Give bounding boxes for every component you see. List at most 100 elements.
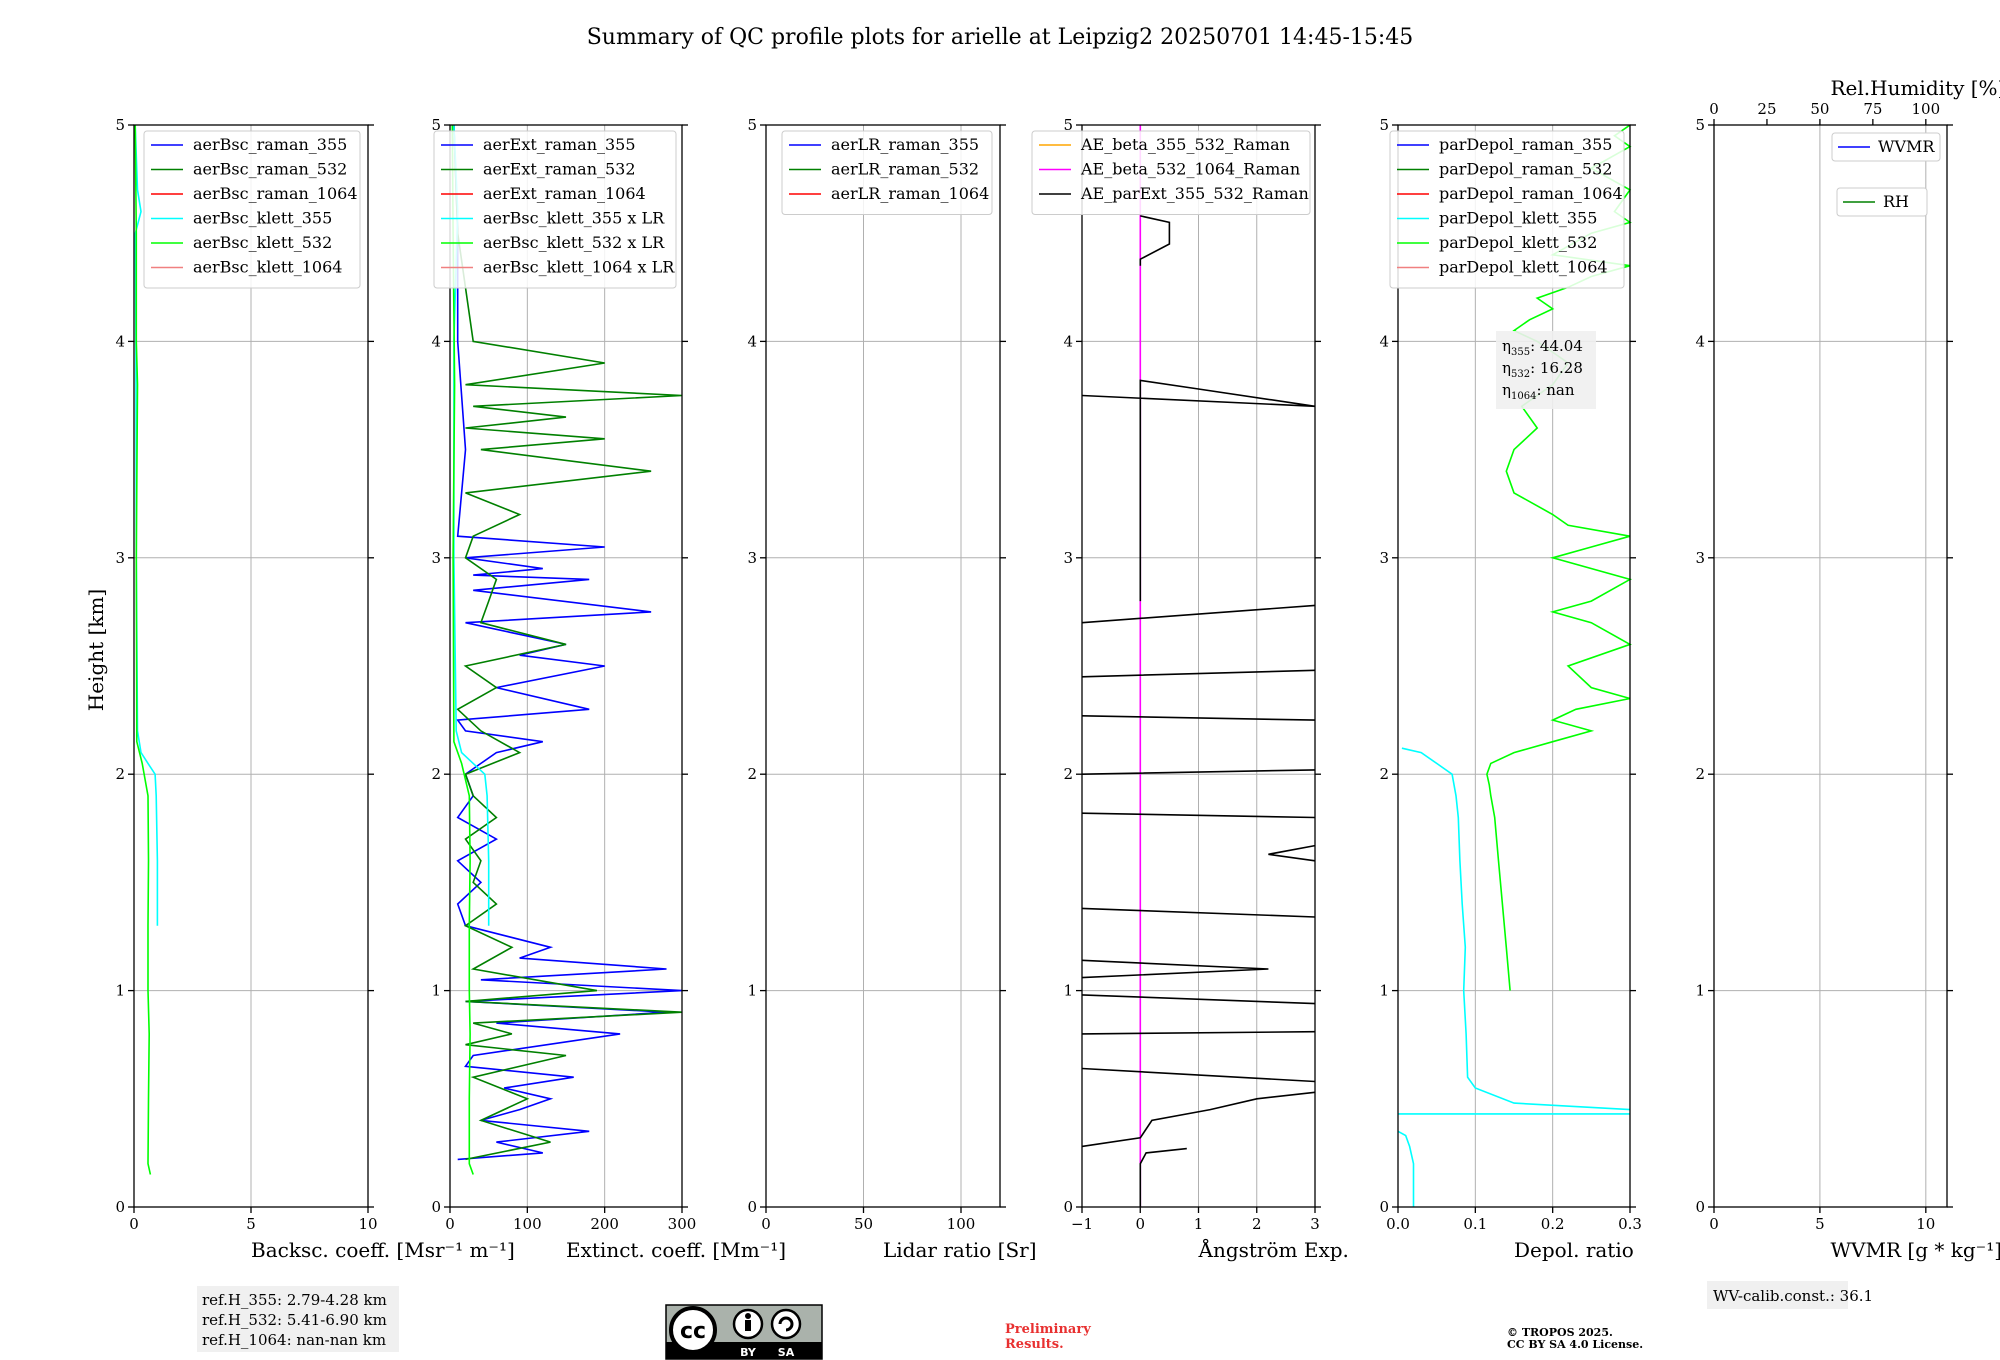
- x-tick-label: 300: [668, 1215, 697, 1233]
- ref-height-box: ref.H_355: 2.79-4.28 km ref.H_532: 5.41-…: [197, 1286, 399, 1352]
- x-tick-label: 200: [590, 1215, 619, 1233]
- wv-calib-bg: [1707, 1281, 1848, 1309]
- x-tick-label: 100: [947, 1215, 976, 1233]
- y-tick-label: 1: [1379, 982, 1389, 1000]
- wv-calib-text: WV-calib.const.: 36.1: [1713, 1287, 1873, 1305]
- series-line-aerExt_raman_532: [453, 124, 683, 1161]
- legend: AE_beta_355_532_Raman AE_beta_532_1064_Ra…: [1031, 130, 1311, 215]
- legend: parDepol_raman_355 parDepol_raman_532 parD…: [1389, 130, 1625, 289]
- top-tick-label: 75: [1863, 100, 1882, 118]
- legend: WVMR RH: [1831, 132, 1941, 217]
- series-line-aerBsc_klett_532: [134, 124, 152, 1175]
- legend-box: [1031, 130, 1311, 215]
- legend-label: aerBsc_klett_532: [193, 233, 332, 252]
- legend-label: AE_beta_532_1064_Raman: [1080, 160, 1300, 179]
- top-tick-label: 100: [1911, 100, 1940, 118]
- x-tick-label: 0.3: [1618, 1215, 1642, 1233]
- eta-box-bg: [1496, 331, 1596, 409]
- x-tick-label: 0: [1135, 1215, 1145, 1233]
- y-tick-label: 3: [1063, 549, 1073, 567]
- series-line-aerBsc_klett_532 x LR: [451, 124, 474, 1175]
- eta-355: η355: 44.04: [1502, 337, 1583, 358]
- y-tick-label: 0: [1063, 1198, 1073, 1216]
- legend-label: aerBsc_raman_355: [193, 135, 347, 154]
- legend-label: aerBsc_klett_1064 x LR: [483, 258, 675, 277]
- series-line-aerBsc_klett_355 x LR: [453, 124, 490, 926]
- y-tick-label: 2: [747, 765, 757, 783]
- legend-label: aerExt_raman_1064: [483, 184, 646, 203]
- x-tick-label: 0: [761, 1215, 771, 1233]
- x-tick-label: 0.2: [1541, 1215, 1565, 1233]
- plot-frame: [449, 124, 683, 1208]
- legend-label: AE_beta_355_532_Raman: [1080, 135, 1290, 154]
- legend-label: aerBsc_raman_532: [193, 160, 347, 179]
- top-axis-label: Rel.Humidity [%]: [1831, 76, 2000, 100]
- y-tick-label: 3: [1695, 549, 1705, 567]
- legend-label: WVMR: [1878, 137, 1935, 156]
- legend-label: parDepol_klett_355: [1439, 209, 1597, 228]
- legend-label: parDepol_raman_355: [1439, 135, 1612, 154]
- ref-height-bg: [197, 1286, 399, 1352]
- y-tick-label: 5: [115, 116, 125, 134]
- y-tick-label: 3: [115, 549, 125, 567]
- x-tick-label: 0: [445, 1215, 455, 1233]
- y-tick-label: 4: [431, 332, 441, 350]
- y-tick-label: 2: [1695, 765, 1705, 783]
- y-tick-label: 3: [747, 549, 757, 567]
- legend-box: [1831, 132, 1941, 162]
- sa-icon: [770, 1308, 802, 1340]
- y-tick-label: 0: [431, 1198, 441, 1216]
- by-icon-body: [745, 1320, 751, 1331]
- x-axis-label: Lidar ratio [Sr]: [883, 1238, 1037, 1262]
- wv-calib-box: WV-calib.const.: 36.1: [1707, 1281, 1873, 1309]
- figure-title: Summary of QC profile plots for arielle …: [587, 25, 1414, 50]
- y-tick-label: 4: [115, 332, 125, 350]
- y-tick-label: 4: [747, 332, 757, 350]
- y-tick-label: 4: [1379, 332, 1389, 350]
- x-axis-label: Backsc. coeff. [Msr⁻¹ m⁻¹]: [251, 1238, 515, 1262]
- series-line-AE_parExt_355_532_Raman: [1081, 215, 1316, 1207]
- y-tick-label: 0: [747, 1198, 757, 1216]
- legend-label: aerExt_raman_532: [483, 160, 636, 179]
- series-line-aerExt_raman_355: [453, 124, 683, 1161]
- legend-label: aerBsc_raman_1064: [193, 184, 358, 203]
- legend-label: RH: [1883, 192, 1909, 211]
- ref-height-1064: ref.H_1064: nan-nan km: [202, 1331, 386, 1349]
- x-axis-label: Depol. ratio: [1514, 1238, 1634, 1262]
- legend: aerBsc_raman_355 aerBsc_raman_532 aerBsc_r…: [143, 130, 361, 289]
- eta-532: η532: 16.28: [1502, 359, 1583, 380]
- legend-label: aerBsc_klett_355: [193, 209, 332, 228]
- x-tick-label: 0: [129, 1215, 139, 1233]
- y-tick-label: 5: [747, 116, 757, 134]
- plot-frame: [1713, 124, 1948, 1208]
- copyright-line1: © TROPOS 2025.: [1507, 1326, 1613, 1339]
- legend-label: aerBsc_klett_1064: [193, 258, 342, 277]
- cc-icon: [669, 1306, 717, 1354]
- y-tick-label: 5: [431, 116, 441, 134]
- legend-label: aerExt_raman_355: [483, 135, 636, 154]
- x-tick-label: 0.1: [1463, 1215, 1487, 1233]
- legend: aerExt_raman_355 aerExt_raman_532 aerExt_r…: [433, 130, 677, 289]
- eta-box: η355: 44.04 η532: 16.28 η1064: nan: [1496, 331, 1596, 409]
- x-tick-label: 3: [1310, 1215, 1320, 1233]
- y-tick-label: 4: [1695, 332, 1705, 350]
- x-tick-label: 0: [1709, 1215, 1719, 1233]
- x-axis-label: Ångström Exp.: [1198, 1237, 1349, 1262]
- x-tick-label: 1: [1194, 1215, 1204, 1233]
- legend-label: parDepol_raman_1064: [1439, 184, 1623, 203]
- by-icon-head: [745, 1313, 751, 1319]
- y-tick-label: 2: [1063, 765, 1073, 783]
- top-tick-label: 0: [1709, 100, 1719, 118]
- copyright-line2: CC BY SA 4.0 License.: [1507, 1338, 1643, 1351]
- by-label: BY: [740, 1346, 757, 1359]
- ref-height-532: ref.H_532: 5.41-6.90 km: [202, 1311, 387, 1329]
- panel-lidar-ratio: 0 50 100 0 1 2 3 4 5 Lidar ratio [Sr] aerLR_rama…: [747, 116, 1036, 1262]
- x-tick-label: 0.0: [1386, 1215, 1410, 1233]
- y-tick-label: 0: [115, 1198, 125, 1216]
- legend-label: aerBsc_klett_532 x LR: [483, 233, 665, 252]
